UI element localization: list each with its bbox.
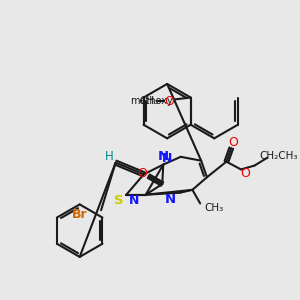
Text: N: N — [162, 152, 172, 165]
Text: N: N — [129, 194, 139, 207]
Text: N: N — [164, 193, 175, 206]
Text: N: N — [158, 150, 169, 163]
Text: O: O — [164, 95, 174, 108]
Text: CH₃: CH₃ — [204, 203, 224, 213]
Text: O: O — [137, 167, 147, 180]
Text: Br: Br — [72, 208, 88, 220]
Text: O: O — [240, 167, 250, 180]
Text: O: O — [228, 136, 238, 149]
Text: CH₃: CH₃ — [139, 96, 158, 106]
Text: CH₂CH₃: CH₂CH₃ — [260, 151, 298, 161]
Text: methoxy: methoxy — [130, 96, 173, 106]
Text: H: H — [104, 150, 113, 163]
Text: S: S — [114, 194, 123, 207]
